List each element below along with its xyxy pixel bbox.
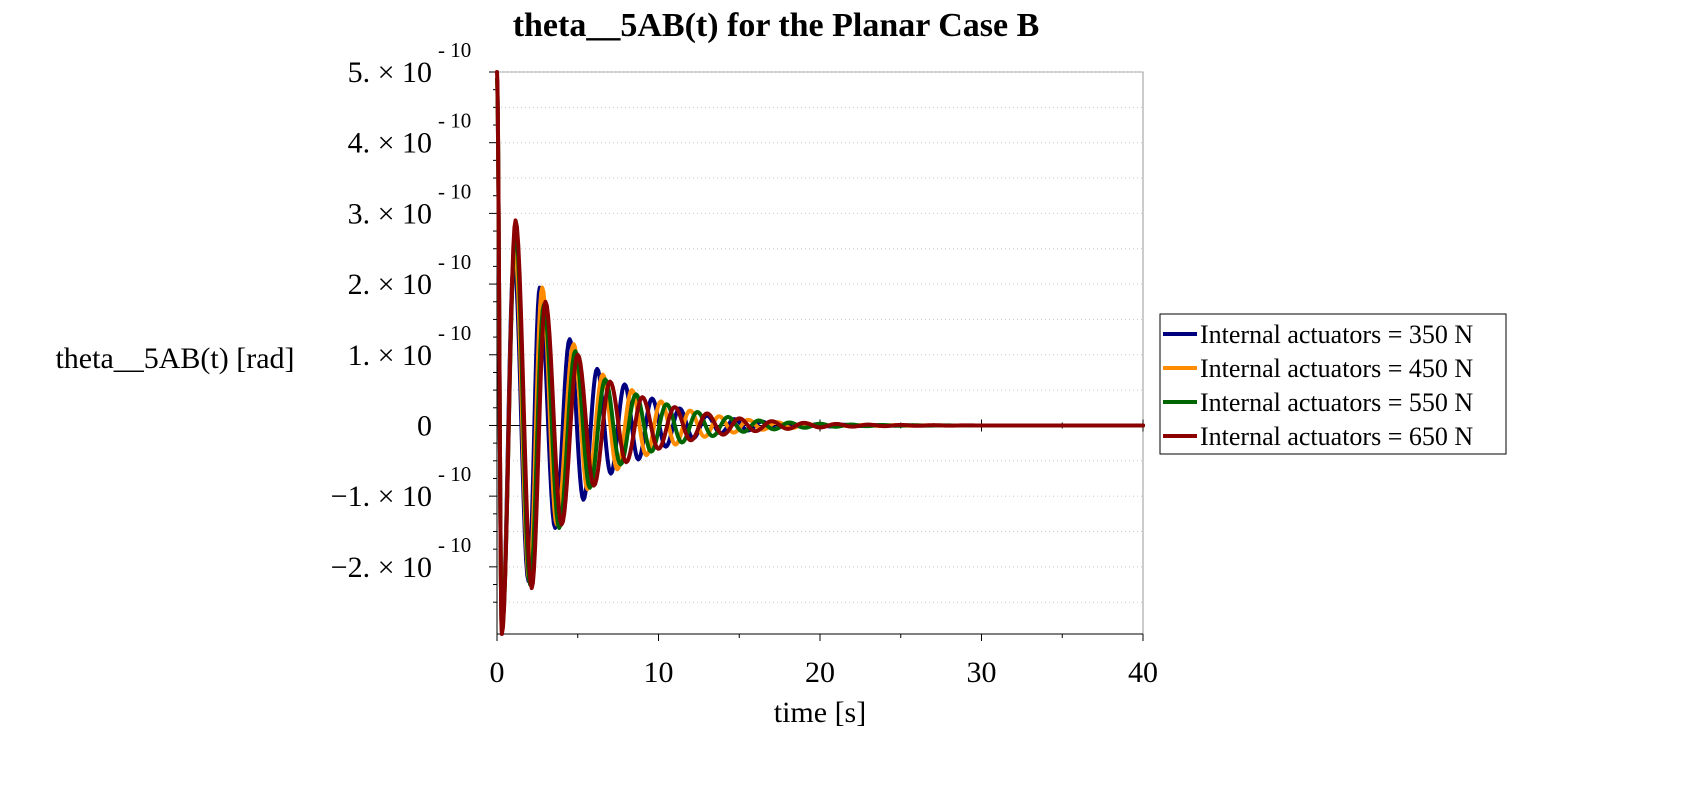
x-tick-label: 40 — [1128, 656, 1158, 689]
legend: Internal actuators = 350 N Internal actua… — [1159, 313, 1507, 455]
x-axis-label: time [s] — [774, 696, 866, 729]
x-tick-label: 30 — [967, 656, 997, 689]
y-tick-label: 5. × 10 — [348, 56, 432, 89]
legend-label: Internal actuators = 650 N — [1200, 422, 1473, 451]
y-tick-exponent: - 10 — [438, 533, 471, 557]
legend-box — [1159, 313, 1507, 455]
y-tick-exponent: - 10 — [438, 109, 471, 133]
y-tick-label: 0 — [417, 409, 432, 442]
plot-frame — [496, 71, 1144, 635]
y-tick-label: 3. × 10 — [348, 197, 432, 230]
y-tick-exponent: - 10 — [438, 38, 471, 62]
y-tick-label: −1. × 10 — [331, 480, 432, 513]
y-tick-exponent: - 10 — [438, 321, 471, 345]
series-group — [495, 70, 1145, 636]
x-tick-label: 0 — [490, 656, 505, 689]
y-tick-label: 4. × 10 — [348, 127, 432, 160]
y-tick-exponent: - 10 — [438, 179, 471, 203]
y-tick-label: 1. × 10 — [348, 339, 432, 372]
chart-title: theta__5AB(t) for the Planar Case B — [513, 7, 1040, 44]
series-line-4 — [495, 70, 1145, 636]
x-tick-label: 10 — [644, 656, 674, 689]
y-tick-label: −2. × 10 — [331, 551, 432, 584]
legend-label: Internal actuators = 350 N — [1200, 320, 1473, 349]
legend-label: Internal actuators = 450 N — [1200, 354, 1473, 383]
x-tick-label: 20 — [805, 656, 835, 689]
y-tick-label: 2. × 10 — [348, 268, 432, 301]
y-tick-exponent: - 10 — [438, 462, 471, 486]
legend-label: Internal actuators = 550 N — [1200, 388, 1473, 417]
gridlines — [497, 71, 1143, 603]
y-axis-label: theta__5AB(t) [rad] — [55, 342, 294, 375]
y-tick-exponent: - 10 — [438, 250, 471, 274]
y-ticks: 5. × 10- 104. × 10- 103. × 10- 102. × 10… — [331, 38, 498, 634]
